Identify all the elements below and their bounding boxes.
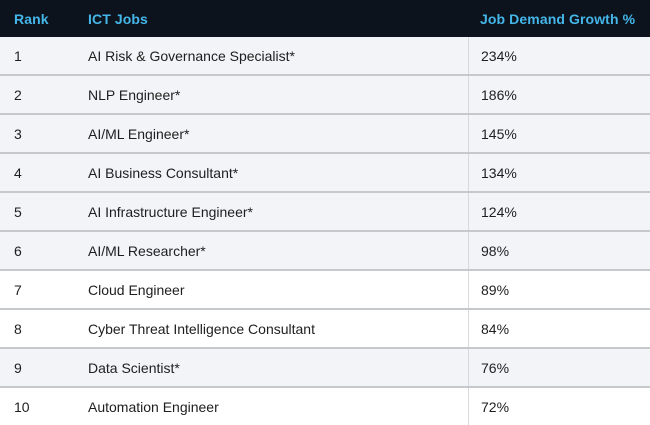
rank-cell: 3 [14, 125, 22, 142]
table-row: 5 AI Infrastructure Engineer* 124% [0, 191, 650, 230]
table-row: 10 Automation Engineer 72% [0, 386, 650, 425]
table-body: 1 AI Risk & Governance Specialist* 234% … [0, 37, 650, 425]
rank-cell: 2 [14, 86, 22, 103]
job-cell: NLP Engineer* [88, 86, 181, 103]
table-row: 9 Data Scientist* 76% [0, 347, 650, 386]
job-cell: AI Risk & Governance Specialist* [88, 47, 295, 64]
header-rank: Rank [14, 10, 49, 27]
job-cell: AI Business Consultant* [88, 164, 239, 181]
rank-cell: 5 [14, 203, 22, 220]
growth-cell: 76% [468, 349, 650, 386]
table-row: 4 AI Business Consultant* 134% [0, 152, 650, 191]
growth-cell: 89% [468, 271, 650, 308]
job-cell: AI/ML Researcher* [88, 242, 206, 259]
table-row: 8 Cyber Threat Intelligence Consultant 8… [0, 308, 650, 347]
table-header-row: Rank ICT Jobs Job Demand Growth % [0, 0, 650, 37]
rank-cell: 6 [14, 242, 22, 259]
growth-cell: 186% [468, 76, 650, 113]
growth-cell: 72% [468, 388, 650, 425]
rank-cell: 4 [14, 164, 22, 181]
rank-cell: 8 [14, 320, 22, 337]
job-cell: Data Scientist* [88, 359, 180, 376]
growth-cell: 234% [468, 37, 650, 74]
job-cell: AI/ML Engineer* [88, 125, 190, 142]
table-row: 7 Cloud Engineer 89% [0, 269, 650, 308]
growth-cell: 124% [468, 193, 650, 230]
job-cell: AI Infrastructure Engineer* [88, 203, 253, 220]
growth-cell: 145% [468, 115, 650, 152]
rank-cell: 10 [14, 398, 30, 415]
header-ict-jobs: ICT Jobs [88, 10, 148, 27]
table-row: 3 AI/ML Engineer* 145% [0, 113, 650, 152]
table-row: 1 AI Risk & Governance Specialist* 234% [0, 37, 650, 74]
growth-cell: 134% [468, 154, 650, 191]
job-cell: Automation Engineer [88, 398, 219, 415]
rank-cell: 1 [14, 47, 22, 64]
growth-cell: 84% [468, 310, 650, 347]
table-row: 2 NLP Engineer* 186% [0, 74, 650, 113]
job-cell: Cyber Threat Intelligence Consultant [88, 320, 315, 337]
growth-cell: 98% [468, 232, 650, 269]
table-row: 6 AI/ML Researcher* 98% [0, 230, 650, 269]
rank-cell: 7 [14, 281, 22, 298]
rank-cell: 9 [14, 359, 22, 376]
job-cell: Cloud Engineer [88, 281, 185, 298]
header-job-demand-growth: Job Demand Growth % [480, 10, 636, 27]
